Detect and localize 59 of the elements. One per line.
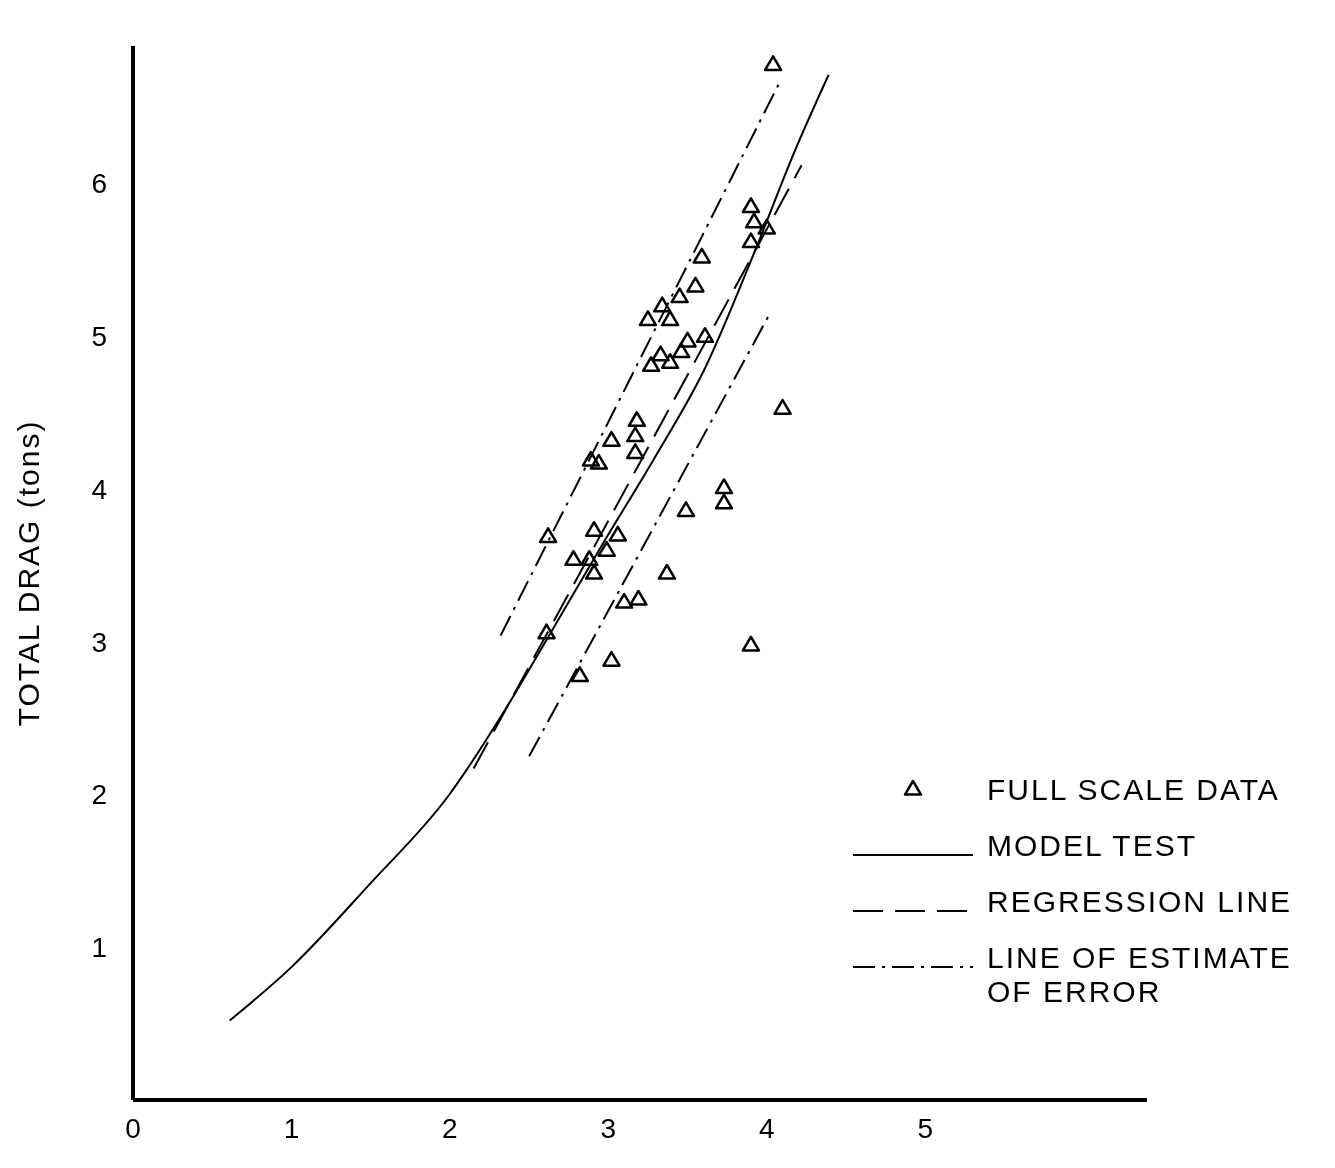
point <box>660 352 680 370</box>
point <box>741 232 761 249</box>
y-tick-label: 5 <box>91 321 107 353</box>
y-tick-label: 3 <box>91 626 107 658</box>
point <box>714 493 734 510</box>
point <box>638 310 658 327</box>
point <box>695 326 715 344</box>
point <box>763 55 783 72</box>
line-series <box>228 74 830 1022</box>
point <box>773 398 792 415</box>
point <box>692 247 712 264</box>
point <box>626 443 645 460</box>
legend-label: REGRESSION LINE <box>987 885 1294 919</box>
point <box>671 342 691 359</box>
point <box>626 426 645 443</box>
point <box>744 212 764 229</box>
x-tick-label: 3 <box>600 1112 617 1144</box>
point <box>537 623 556 640</box>
y-tick-label: 2 <box>91 779 107 811</box>
point <box>597 540 616 557</box>
x-tick-label: 5 <box>917 1112 933 1144</box>
point <box>608 525 628 542</box>
x-tick-label: 0 <box>125 1112 141 1144</box>
point <box>678 331 697 348</box>
point <box>660 310 680 327</box>
x-tick-label: 2 <box>442 1112 458 1144</box>
point <box>589 453 609 470</box>
y-axis-title: TOTAL DRAG (tons) <box>11 419 45 727</box>
point <box>602 430 621 447</box>
point <box>714 478 734 495</box>
point <box>580 550 599 567</box>
y-tick-label: 4 <box>91 473 107 505</box>
point <box>757 218 776 235</box>
point <box>629 589 648 606</box>
legend-label: FULL SCALE DATA <box>987 773 1281 807</box>
y-tick-label: 1 <box>91 932 107 964</box>
point <box>670 287 689 304</box>
point <box>686 276 705 293</box>
point <box>657 563 677 580</box>
legend-label: LINE OF ESTIMATE OF ERROR <box>987 941 1293 1009</box>
point <box>581 450 601 467</box>
x-tick-label: 1 <box>283 1112 300 1144</box>
point <box>538 527 558 544</box>
point <box>570 666 590 683</box>
point <box>584 563 604 580</box>
legend-label: MODEL TEST <box>987 829 1199 863</box>
point <box>741 197 761 214</box>
point <box>651 345 670 362</box>
x-tick-label: 4 <box>758 1112 775 1144</box>
point <box>641 356 661 373</box>
point <box>652 296 672 313</box>
point <box>564 550 583 567</box>
point <box>602 650 621 667</box>
point <box>627 411 647 428</box>
point <box>584 520 604 538</box>
y-tick-label: 6 <box>91 168 107 200</box>
point <box>614 592 634 609</box>
point <box>676 501 696 518</box>
point <box>741 635 761 652</box>
